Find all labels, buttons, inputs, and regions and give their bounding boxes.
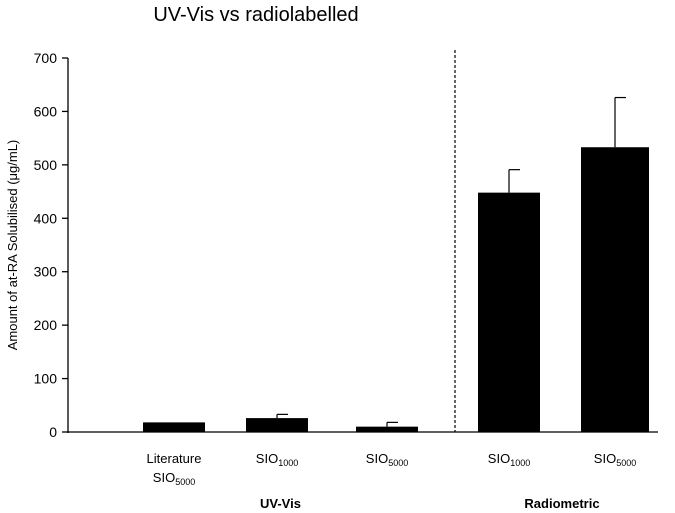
y-tick-label: 500 bbox=[34, 157, 58, 173]
category-label-line1: Literature bbox=[147, 451, 202, 466]
bar bbox=[478, 192, 540, 432]
bar bbox=[356, 426, 418, 432]
y-tick-label: 200 bbox=[34, 317, 58, 333]
y-tick-label: 300 bbox=[34, 264, 58, 280]
y-tick-label: 400 bbox=[34, 210, 58, 226]
category-label: SIO1000 bbox=[488, 451, 530, 468]
bar bbox=[581, 147, 649, 432]
y-tick-label: 0 bbox=[49, 424, 57, 440]
category-label: SIO1000 bbox=[256, 451, 298, 468]
bar bbox=[143, 422, 205, 432]
category-label: SIO5000 bbox=[594, 451, 636, 468]
y-tick-label: 100 bbox=[34, 371, 58, 387]
group-label: Radiometric bbox=[524, 496, 599, 511]
category-label: SIO5000 bbox=[153, 470, 195, 487]
y-tick-label: 600 bbox=[34, 103, 58, 119]
group-label: UV-Vis bbox=[260, 496, 301, 511]
chart-title: UV-Vis vs radiolabelled bbox=[153, 4, 358, 26]
bar bbox=[246, 418, 308, 432]
y-tick-label: 700 bbox=[34, 50, 58, 66]
category-label: SIO5000 bbox=[366, 451, 408, 468]
y-axis-label: Amount of at-RA Solubilised (μg/mL) bbox=[5, 140, 20, 351]
